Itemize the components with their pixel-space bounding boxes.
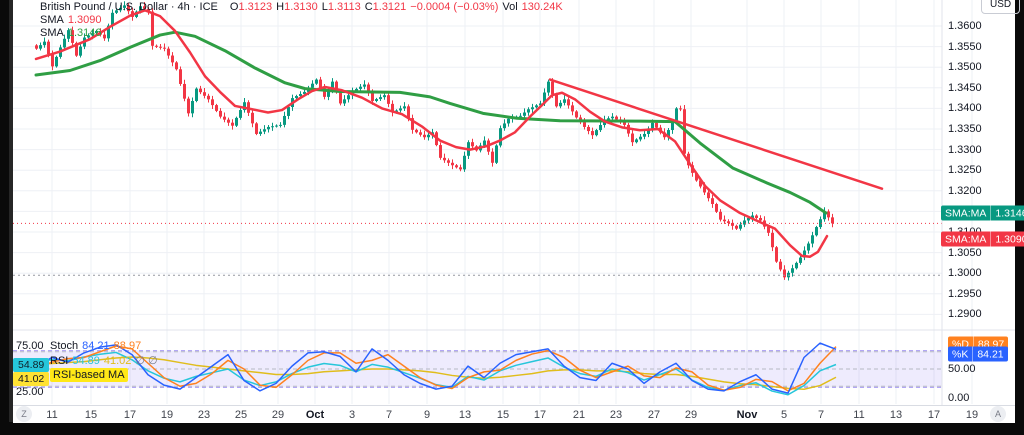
time-tick: 29 xyxy=(684,409,698,421)
rsi-ma-left-badge: 41.02 xyxy=(13,372,50,386)
volume-value: 130.24K xyxy=(521,1,563,13)
sma-fast-legend[interactable]: SMA 1.3090 xyxy=(40,14,102,26)
time-tick: 7 xyxy=(817,409,825,421)
time-tick: 13 xyxy=(889,409,903,421)
stoch-legend[interactable]: Stoch 84.21 88.97 xyxy=(50,340,141,352)
time-axis[interactable]: 11 15 17 19 23 25 29 Oct 3 7 9 13 15 17 21 23 27 29 Nov 5 7 1… xyxy=(13,405,1015,423)
currency-toggle[interactable]: USD xyxy=(981,0,1021,14)
stoch-k-axis-badge: %K 84.21 xyxy=(948,346,1008,362)
time-tick: 17 xyxy=(533,409,547,421)
sma-fast-value: 1.3090 xyxy=(67,14,102,26)
sub-left-tick: 25.00 xyxy=(16,386,44,398)
price-tick: 1.3200 xyxy=(948,184,982,197)
time-tick: 23 xyxy=(609,409,623,421)
time-tick: 11 xyxy=(46,409,58,421)
left-edge-strip xyxy=(0,0,9,435)
price-tick: 1.3250 xyxy=(948,164,982,177)
bottom-edge-strip xyxy=(0,422,1024,435)
time-tick: 19 xyxy=(160,409,174,421)
rsi-ma-label: RSI-based MA xyxy=(50,368,128,382)
rsi-ma-value: 41.02 xyxy=(103,355,132,367)
price-tick: 1.3500 xyxy=(948,61,982,74)
ohlc-low: L1.3113 xyxy=(321,1,361,13)
sma-fast-label: SMA xyxy=(40,14,64,26)
price-tick: 1.3300 xyxy=(948,143,982,156)
stoch-k-value: 84.21 xyxy=(82,340,110,352)
time-tick: 25 xyxy=(234,409,248,421)
price-tick: 1.2900 xyxy=(948,308,982,321)
zoom-out-button[interactable]: Z xyxy=(16,406,32,422)
sub-right-tick: 50.00 xyxy=(948,363,976,375)
time-tick: 7 xyxy=(385,409,393,421)
time-tick: 15 xyxy=(84,409,98,421)
price-tick: 1.3600 xyxy=(948,20,982,32)
price-tick: 1.3050 xyxy=(948,246,982,259)
rsi-label: RSI xyxy=(50,355,69,367)
sma-slow-value: 1.3146 xyxy=(67,27,102,39)
sma-fast-axis-badge: SMA:MA1.3090 xyxy=(941,231,1024,247)
time-tick: 21 xyxy=(572,409,586,421)
time-tick: 9 xyxy=(423,409,431,421)
price-tick: 1.3400 xyxy=(948,102,982,115)
change-value: −0.0004 (−0.03%) xyxy=(410,1,499,13)
time-tick: 3 xyxy=(348,409,356,421)
stoch-label: Stoch xyxy=(50,340,79,352)
price-tick: 1.3000 xyxy=(948,267,982,280)
rsi-legend[interactable]: RSI 54.89 41.02 ∅ ∅ xyxy=(50,354,158,367)
sma-slow-axis-badge: SMA:MA1.3146 xyxy=(941,205,1024,221)
ohlc-high: H1.3130 xyxy=(276,1,318,13)
time-tick: 23 xyxy=(197,409,211,421)
price-tick: 1.2950 xyxy=(948,287,982,300)
symbol-legend[interactable]: British Pound / U.S. Dollar · 4h · ICE O… xyxy=(40,1,563,13)
time-tick: 15 xyxy=(496,409,510,421)
time-tick: 11 xyxy=(853,409,865,421)
rsi-left-badge: 54.89 xyxy=(13,358,50,372)
ohlc-close: C1.3121 xyxy=(364,1,407,13)
time-tick: Oct xyxy=(305,409,325,421)
sub-left-tick: 75.00 xyxy=(16,340,44,352)
price-tick: 1.3350 xyxy=(948,123,982,135)
volume-label: Vol xyxy=(502,1,518,13)
time-tick: 13 xyxy=(458,409,472,421)
symbol-title: British Pound / U.S. Dollar · 4h · ICE xyxy=(40,1,218,13)
time-tick: 17 xyxy=(927,409,941,421)
null-indicators: ∅ ∅ xyxy=(135,355,158,367)
sub-right-tick: 0.00 xyxy=(948,392,970,404)
time-tick: 29 xyxy=(271,409,285,421)
left-edge-strip-inner xyxy=(9,0,13,435)
time-tick: Nov xyxy=(736,409,758,421)
time-tick: 19 xyxy=(965,409,979,421)
stoch-d-value: 88.97 xyxy=(113,340,142,352)
price-tick: 1.3550 xyxy=(948,40,982,53)
time-tick: 5 xyxy=(780,409,788,421)
auto-scale-button[interactable]: A xyxy=(990,406,1006,422)
sma-slow-label: SMA xyxy=(40,27,64,39)
ohlc-open: O1.3123 xyxy=(229,1,273,13)
time-tick: 17 xyxy=(123,409,137,421)
price-tick: 1.3450 xyxy=(948,81,982,94)
time-tick: 27 xyxy=(647,409,661,421)
sma-slow-legend[interactable]: SMA 1.3146 xyxy=(40,27,102,39)
rsi-ma-legend[interactable]: RSI-based MA xyxy=(50,368,128,382)
rsi-value: 54.89 xyxy=(72,355,100,367)
